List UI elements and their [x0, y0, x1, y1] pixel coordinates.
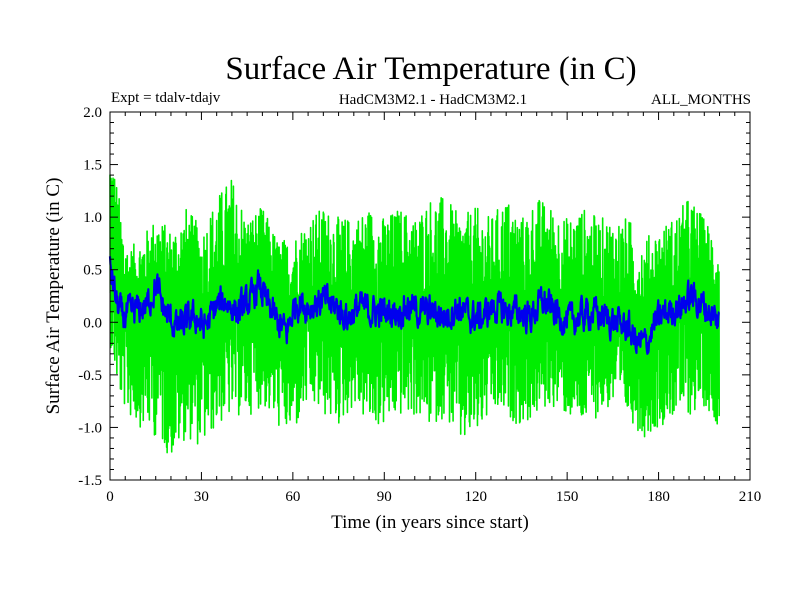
- x-tick-label: 180: [647, 489, 670, 505]
- y-tick-label: 1.5: [83, 158, 102, 174]
- y-tick-label: 0.0: [83, 315, 102, 331]
- experiment-label: Expt = tdalv-tdajv: [111, 90, 221, 106]
- x-tick-label: 90: [377, 489, 392, 505]
- series-line-annual: [108, 256, 720, 355]
- tick-labels: 0 30 60 90 120 150 180 210 -1.5 -1.0 -0.5 0.0 0.5 1.0…: [78, 105, 761, 505]
- model-label: HadCM3M2.1 - HadCM3M2.1: [339, 92, 527, 108]
- chart-title: Surface Air Temperature (in C): [225, 51, 636, 87]
- x-tick-label: 120: [464, 489, 487, 505]
- y-tick-label: -1.5: [78, 473, 102, 489]
- plot-frame: [109, 111, 751, 481]
- x-tick-label: 150: [556, 489, 579, 505]
- y-tick-label: -0.5: [78, 368, 102, 384]
- x-axis-label: Time (in years since start): [331, 512, 529, 533]
- y-tick-label: -1.0: [78, 420, 102, 436]
- y-tick-label: 2.0: [83, 105, 102, 121]
- x-tick-label: 60: [285, 489, 300, 505]
- y-tick-label: 1.0: [83, 210, 102, 226]
- x-tick-label: 0: [106, 489, 114, 505]
- x-tick-label: 30: [194, 489, 209, 505]
- series-layer: [108, 174, 721, 454]
- ticks-layer: [109, 111, 751, 481]
- y-tick-label: 0.5: [83, 263, 102, 279]
- y-axis-label: Surface Air Temperature (in C): [43, 178, 64, 415]
- months-label: ALL_MONTHS: [651, 92, 751, 108]
- x-tick-label: 210: [739, 489, 762, 505]
